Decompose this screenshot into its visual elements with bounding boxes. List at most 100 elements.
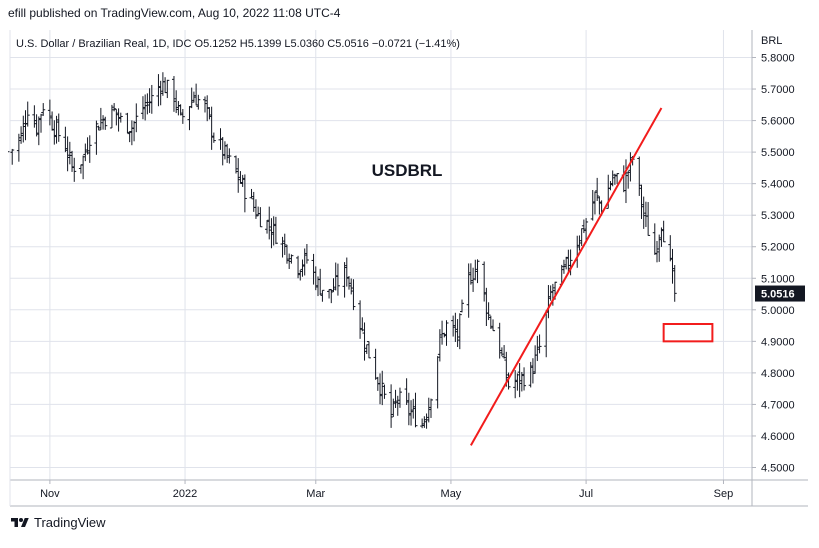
price-bar <box>422 416 427 428</box>
price-bar <box>211 132 216 143</box>
price-bar <box>331 278 336 292</box>
price-bar <box>409 400 414 426</box>
price-bar <box>242 174 247 213</box>
price-bar <box>460 299 465 313</box>
price-bar <box>116 108 121 132</box>
price-bar <box>497 322 502 359</box>
price-bar <box>654 240 659 263</box>
price-bar <box>344 257 349 287</box>
price-bar <box>380 370 385 406</box>
price-bar <box>488 315 493 329</box>
price-bar <box>413 392 418 428</box>
price-bar <box>298 269 303 281</box>
y-tick-label: 4.9000 <box>761 336 795 348</box>
price-bar <box>670 248 675 284</box>
price-bar <box>548 285 553 301</box>
symbol-label: USDBRL <box>372 161 443 180</box>
price-bar <box>575 235 580 268</box>
annotations: USDBRL <box>372 107 714 446</box>
trendline[interactable] <box>470 107 663 446</box>
price-bar <box>502 345 507 359</box>
price-bar <box>475 259 480 284</box>
x-tick-label: Mar <box>306 488 325 500</box>
price-bar <box>158 80 163 106</box>
target-box[interactable] <box>662 323 714 343</box>
price-bar <box>271 216 276 246</box>
price-bar <box>304 244 309 264</box>
price-bar <box>176 101 181 116</box>
y-tick-label: 5.4000 <box>761 179 795 191</box>
price-bar <box>50 111 55 131</box>
price-bar <box>36 116 41 146</box>
price-bar <box>165 79 170 99</box>
price-bar <box>566 249 571 273</box>
price-bar <box>378 373 383 405</box>
price-bar <box>491 319 496 332</box>
price-bar <box>112 103 117 112</box>
price-bar <box>646 202 651 236</box>
price-bar <box>612 173 617 185</box>
price-bar <box>143 94 148 121</box>
axes: 5.8000 5.7000 5.6000 5.5000 5.4000 5.3000 5.20… <box>9 30 808 507</box>
price-bars <box>8 72 677 429</box>
price-bar <box>610 170 615 187</box>
price-bar <box>544 310 549 358</box>
y-tick-label: 5.3000 <box>761 210 795 222</box>
price-bar <box>236 158 241 193</box>
footer: TradingView <box>10 515 106 530</box>
price-bar <box>87 135 92 163</box>
price-bar <box>300 259 305 277</box>
price-bar <box>358 300 363 339</box>
price-bar <box>234 155 239 174</box>
price-bar <box>564 256 569 270</box>
price-bar <box>52 120 57 145</box>
price-bar <box>506 372 511 390</box>
price-bar <box>424 413 429 429</box>
y-tick-label: 5.0000 <box>761 305 795 317</box>
price-bar <box>327 289 332 299</box>
price-bar <box>251 191 256 212</box>
price-bar <box>287 253 292 269</box>
price-bar <box>637 156 642 196</box>
price-bar <box>25 101 30 127</box>
price-bar <box>163 77 168 94</box>
price-bar <box>519 371 524 392</box>
price-bar <box>65 136 70 172</box>
price-bar <box>639 184 644 219</box>
y-tick-label: 5.6000 <box>761 116 795 128</box>
price-bar <box>313 266 318 291</box>
price-bar <box>191 91 196 103</box>
price-bar <box>225 143 230 163</box>
price-bar <box>81 155 86 180</box>
price-bar <box>207 107 212 120</box>
price-bar <box>114 108 119 126</box>
price-bar <box>218 128 223 150</box>
y-tick-label: 4.7000 <box>761 399 795 411</box>
price-bar <box>282 233 287 255</box>
price-bar <box>347 276 352 290</box>
price-bar <box>240 174 245 187</box>
price-bar <box>546 285 551 319</box>
price-bar <box>249 188 254 199</box>
price-bar <box>364 344 369 354</box>
y-tick-label: 4.6000 <box>761 431 795 443</box>
price-bar <box>21 115 26 143</box>
price-bar <box>129 120 134 146</box>
price-bar <box>530 358 535 384</box>
price-bar <box>267 206 272 240</box>
price-bar <box>426 397 431 423</box>
price-bar <box>189 87 194 109</box>
price-bar <box>360 317 365 332</box>
price-bar <box>362 322 367 361</box>
price-bar <box>329 288 334 304</box>
last-price-tag <box>755 285 805 302</box>
y-tick-label: 5.2000 <box>761 242 795 254</box>
price-bar <box>608 181 613 191</box>
price-bar <box>486 302 491 321</box>
price-bar <box>238 171 243 184</box>
price-bar <box>484 287 489 327</box>
price-bar <box>83 143 88 162</box>
price-bar <box>435 356 440 409</box>
